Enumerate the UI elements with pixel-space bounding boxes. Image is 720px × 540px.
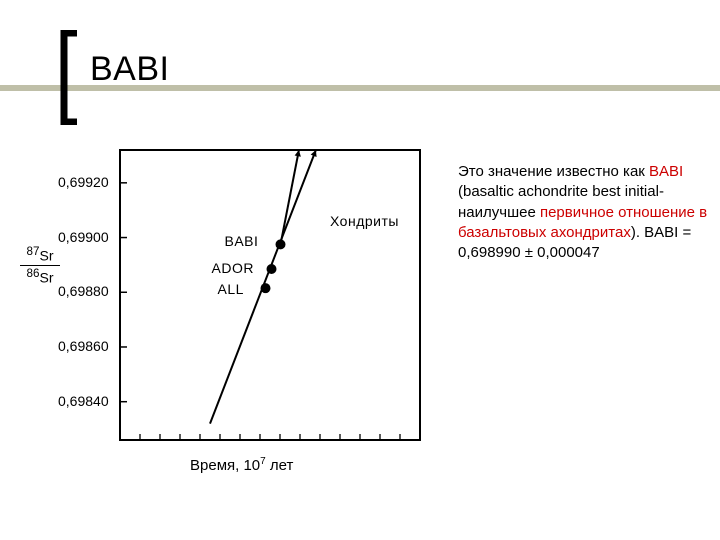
description-text: Это значение известно как BABI (basaltic… — [458, 162, 708, 263]
point-label: ALL — [218, 281, 244, 297]
x-axis-label: Время, 107 лет — [190, 456, 293, 474]
title-bracket — [55, 30, 80, 125]
y-tick-label: 0,69840 — [58, 393, 109, 409]
page-title: BABI — [90, 50, 169, 89]
branch-label: Хондриты — [330, 213, 399, 229]
babi-chart: 87Sr 86Sr Время, 107 лет 0,698400,698600… — [20, 140, 440, 500]
y-el-top: Sr — [39, 248, 53, 264]
y-el-bot: Sr — [39, 269, 53, 285]
y-sup-bot: 86 — [27, 267, 40, 280]
point-label: BABI — [225, 233, 259, 249]
y-tick-label: 0,69920 — [58, 174, 109, 190]
y-sup-top: 87 — [27, 245, 40, 258]
point-label: ADOR — [212, 260, 254, 276]
desc-babi: BABI — [649, 163, 683, 180]
x-label-post: лет — [266, 457, 294, 474]
x-label-pre: Время, 10 — [190, 457, 260, 474]
desc-part1: Это значение известно как — [458, 163, 649, 180]
y-tick-label: 0,69860 — [58, 338, 109, 354]
y-tick-label: 0,69900 — [58, 229, 109, 245]
y-axis-label: 87Sr 86Sr — [20, 245, 60, 285]
y-tick-label: 0,69880 — [58, 283, 109, 299]
